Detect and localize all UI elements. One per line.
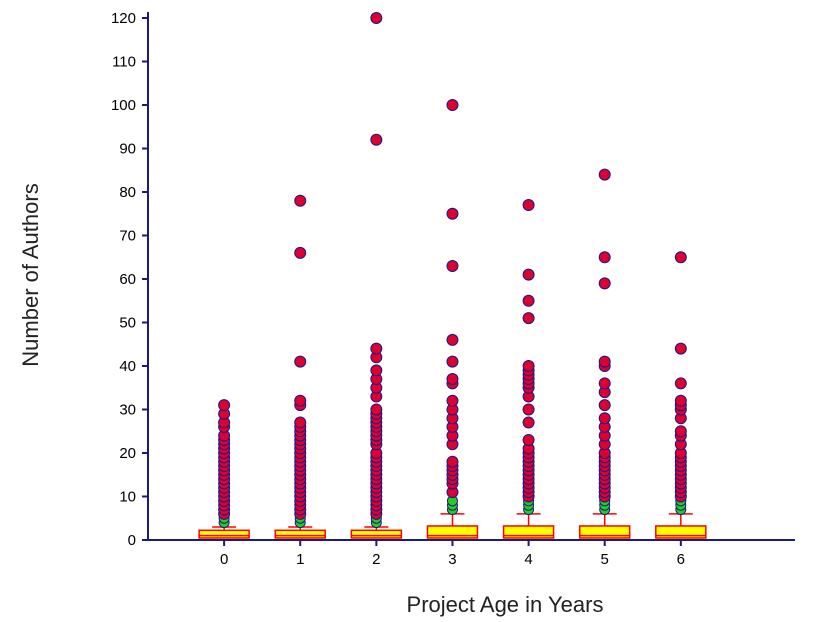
y-tick-label: 50 xyxy=(119,315,136,332)
outlier-point xyxy=(522,416,535,429)
outlier-point xyxy=(294,246,307,259)
x-axis-title: Project Age in Years xyxy=(407,592,604,617)
outlier-point xyxy=(370,364,383,377)
outlier-point xyxy=(370,133,383,146)
box-1 xyxy=(274,529,326,539)
outlier-point xyxy=(294,194,307,207)
x-tick-label: 2 xyxy=(372,551,380,568)
y-tick-label: 80 xyxy=(119,184,136,201)
y-axis-title: Number of Authors xyxy=(18,183,43,366)
outlier-point xyxy=(674,251,687,264)
x-tick-label: 0 xyxy=(220,551,228,568)
outlier-point xyxy=(674,377,687,390)
x-tick-label: 6 xyxy=(677,551,685,568)
outlier-point xyxy=(598,168,611,181)
outlier-point xyxy=(446,207,459,220)
outlier-point xyxy=(598,399,611,412)
y-tick-label: 0 xyxy=(128,532,136,549)
box-2 xyxy=(350,529,403,539)
y-tick-label: 10 xyxy=(119,489,136,506)
outlier-point xyxy=(446,455,459,468)
outlier-point xyxy=(370,12,383,24)
y-tick-label: 70 xyxy=(119,228,136,245)
outlier-point xyxy=(446,333,459,346)
x-tick-label: 1 xyxy=(296,551,304,568)
outlier-point xyxy=(674,342,687,355)
outlier-point xyxy=(598,251,611,264)
outlier-point xyxy=(522,268,535,281)
outlier-point xyxy=(446,259,459,272)
y-tick-label: 100 xyxy=(111,97,136,114)
outlier-point xyxy=(446,355,459,368)
outlier-point xyxy=(522,360,535,372)
y-tick-label: 120 xyxy=(111,10,136,27)
outlier-point xyxy=(522,199,535,212)
outliers-layer xyxy=(218,12,687,529)
outlier-point xyxy=(370,342,383,355)
outlier-point xyxy=(598,277,611,290)
x-tick-label: 3 xyxy=(448,551,456,568)
outlier-point xyxy=(522,294,535,307)
y-tick-label: 30 xyxy=(119,402,136,419)
outlier-point xyxy=(294,355,307,368)
outlier-point xyxy=(598,412,611,425)
outlier-point xyxy=(522,433,535,446)
box-0 xyxy=(198,529,250,539)
outlier-point xyxy=(674,425,687,438)
outlier-point xyxy=(446,99,459,111)
y-tick-label: 40 xyxy=(119,358,136,375)
outlier-point xyxy=(294,416,307,429)
boxes-layer xyxy=(198,513,707,539)
outlier-point xyxy=(674,394,687,407)
outlier-point xyxy=(598,377,611,390)
y-tick-label: 90 xyxy=(119,141,136,158)
y-tick-label: 60 xyxy=(119,271,136,288)
outlier-point xyxy=(446,394,459,407)
x-tick-label: 5 xyxy=(601,551,609,568)
outlier-point xyxy=(446,373,459,386)
outlier-point xyxy=(218,399,231,412)
y-tick-label: 20 xyxy=(119,445,136,462)
axes xyxy=(142,12,795,546)
y-tick-label: 110 xyxy=(112,54,136,71)
outlier-point xyxy=(522,312,535,325)
x-tick-label: 4 xyxy=(524,551,532,568)
outlier-point xyxy=(598,355,611,368)
tick-labels: 0 10 20 30 40 50 60 70 80 90 100 110 120 0 1 2 3 4 5 6 xyxy=(111,10,685,568)
outlier-point xyxy=(294,394,307,407)
outlier-point xyxy=(370,403,383,416)
outlier-point xyxy=(522,403,535,416)
